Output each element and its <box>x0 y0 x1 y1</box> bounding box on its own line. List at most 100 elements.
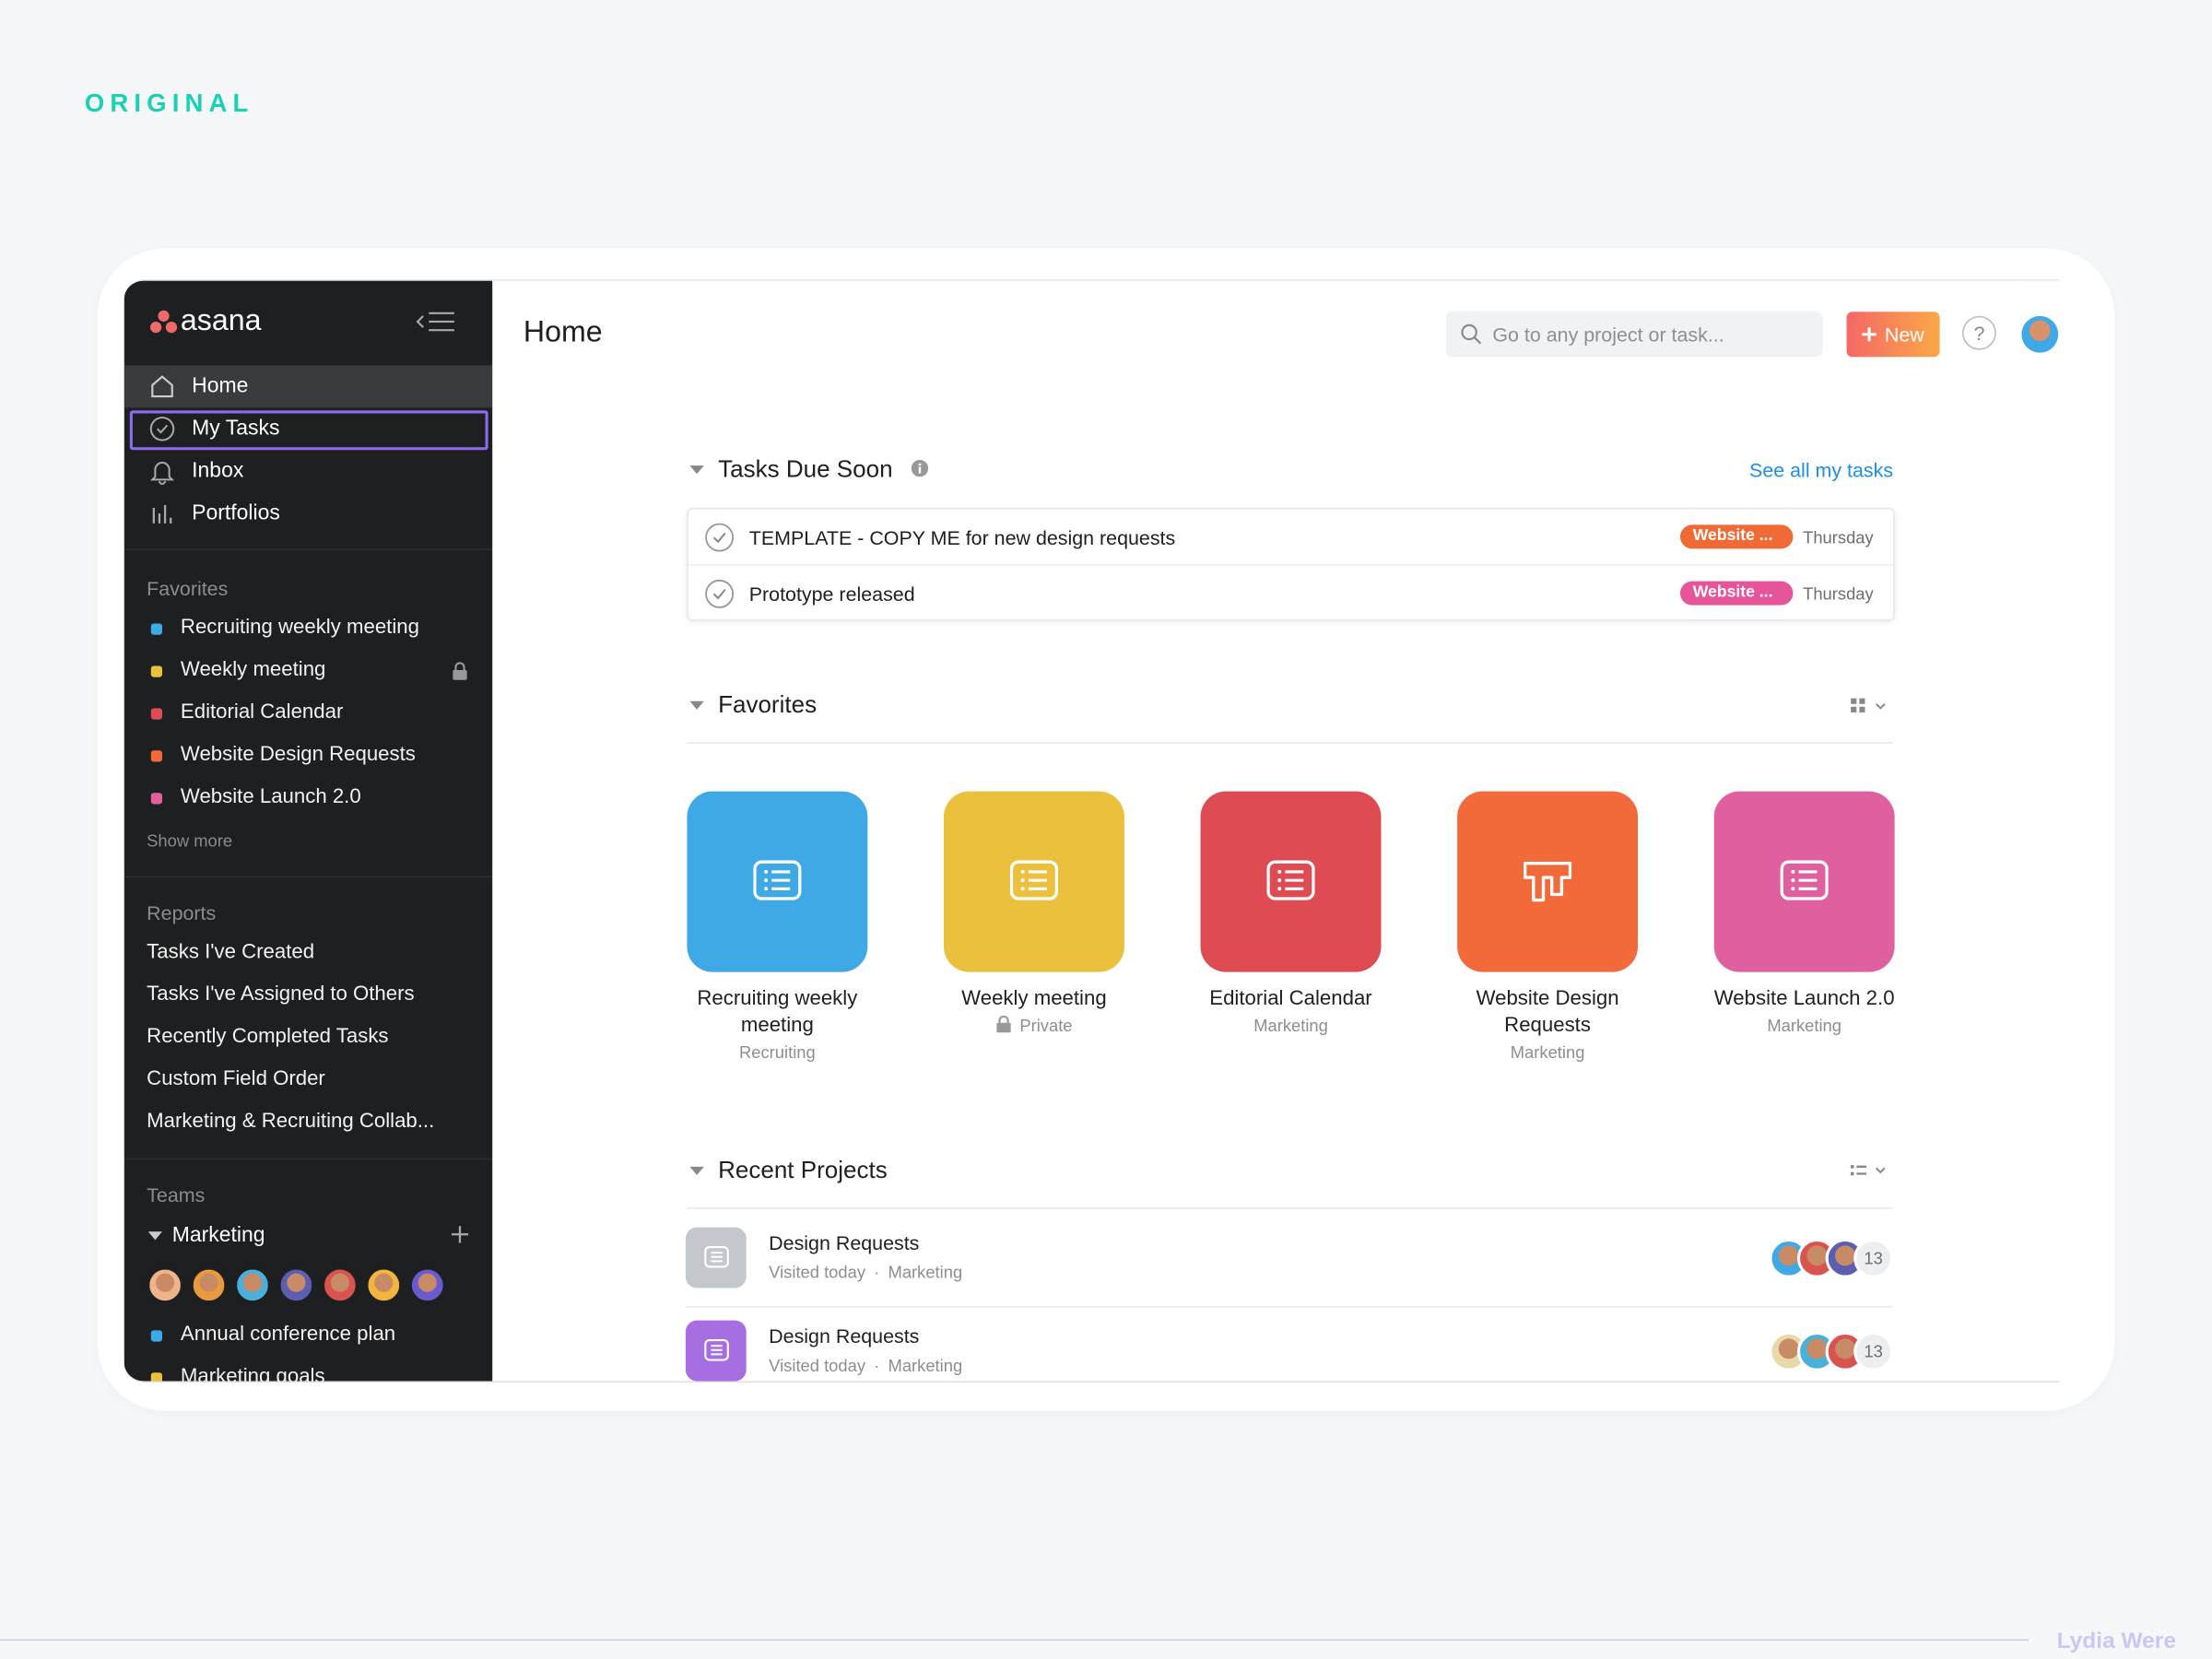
lock-icon <box>453 662 467 680</box>
help-button[interactable]: ? <box>1962 315 1996 350</box>
task-list: TEMPLATE - COPY ME for new design reques… <box>687 508 1895 621</box>
member-avatar[interactable] <box>365 1266 403 1304</box>
see-all-link[interactable]: See all my tasks <box>1749 458 1894 481</box>
new-button-label: New <box>1884 323 1924 346</box>
tile-caption: Editorial Calendar Marketing <box>1171 986 1410 1036</box>
view-toggle-part <box>1859 698 1865 704</box>
report-item[interactable]: Tasks I've Assigned to Others <box>147 982 415 1006</box>
team-project[interactable]: Annual conference plan <box>180 1323 396 1347</box>
nav-icon <box>149 462 175 485</box>
member-avatar[interactable] <box>234 1266 271 1304</box>
view-toggle-part <box>1876 703 1886 710</box>
tile-team: Marketing <box>1510 1042 1585 1063</box>
tile-caption: Website Launch 2.0 Marketing <box>1685 986 1924 1036</box>
nav-item[interactable]: Inbox <box>192 458 244 483</box>
member-count[interactable]: 13 <box>1853 1331 1894 1371</box>
divider <box>124 876 493 878</box>
tile-team: Recruiting <box>739 1042 816 1063</box>
team-name[interactable]: Marketing <box>171 1223 265 1248</box>
project-row[interactable]: Design Requests Visited today · Marketing 13 <box>685 1320 1894 1382</box>
favorite-item[interactable]: Recruiting weekly meeting <box>180 616 419 640</box>
page-label: ORIGINAL <box>84 88 254 118</box>
show-more[interactable]: Show more <box>147 830 233 851</box>
tile-team: Marketing <box>1253 1016 1328 1036</box>
nav-item[interactable]: Portfolios <box>192 500 280 525</box>
nav-item[interactable]: Home <box>192 373 249 398</box>
report-item[interactable]: Recently Completed Tasks <box>147 1025 389 1049</box>
collapse-triangle <box>689 1166 704 1175</box>
project-icon-part <box>1791 878 1795 883</box>
separator: · <box>874 1262 880 1283</box>
new-button[interactable]: New <box>1846 312 1940 358</box>
member-avatar[interactable] <box>190 1266 228 1304</box>
view-toggle <box>1850 1164 1886 1176</box>
member-avatar[interactable] <box>147 1266 183 1304</box>
project-icon-part <box>1524 862 1572 902</box>
task-row[interactable]: TEMPLATE - COPY ME for new design reques… <box>688 510 1893 565</box>
project-icon-part <box>1266 860 1315 900</box>
project-tile[interactable] <box>1713 791 1895 972</box>
project-tile[interactable] <box>687 791 868 972</box>
project-icon-part <box>711 1252 723 1263</box>
project-tile[interactable] <box>1457 791 1639 972</box>
view-toggle-part <box>1851 706 1857 712</box>
task-due: Thursday <box>1803 583 1874 605</box>
page-title: Home <box>523 315 603 349</box>
view-toggle-part <box>1850 1164 1854 1169</box>
collapse-button[interactable] <box>415 309 457 335</box>
report-item[interactable]: Marketing & Recruiting Collab... <box>147 1110 435 1134</box>
member-avatar[interactable] <box>277 1266 315 1304</box>
collapse-triangle <box>147 1231 163 1241</box>
logo-text[interactable]: asana <box>180 304 262 337</box>
project-row[interactable]: Design Requests Visited today · Marketing 13 <box>685 1227 1894 1308</box>
project-icon-part <box>1780 860 1829 900</box>
project-icon-part <box>1009 860 1058 900</box>
task-row[interactable]: Prototype released Website ... Thursday <box>688 564 1894 620</box>
project-dot <box>150 665 163 677</box>
favorite-item[interactable]: Website Launch 2.0 <box>180 785 361 809</box>
project-icon-part <box>1277 878 1282 883</box>
view-toggle-part <box>1850 1171 1854 1176</box>
project-icon-part <box>753 860 802 900</box>
nav-icon <box>149 417 175 441</box>
favorite-item[interactable]: Website Design Requests <box>180 743 416 767</box>
project-dot <box>150 793 163 805</box>
view-toggle-part <box>1859 706 1865 712</box>
view-toggle-part <box>1876 1167 1886 1174</box>
project-tile[interactable] <box>1200 791 1382 972</box>
add-icon-part <box>451 1226 469 1243</box>
member-avatar[interactable] <box>408 1266 446 1304</box>
section-title: Tasks Due Soon <box>718 455 893 483</box>
tile-team: Marketing <box>1767 1016 1841 1036</box>
member-avatar[interactable] <box>321 1266 359 1304</box>
search-box[interactable]: Go to any project or task... <box>1445 312 1823 358</box>
lock-icon <box>996 1015 1011 1033</box>
nav-item[interactable]: My Tasks <box>192 416 280 441</box>
view-toggle <box>1851 698 1886 712</box>
lock-icon-part <box>453 670 467 680</box>
lock-icon-part <box>454 662 465 671</box>
member-count[interactable]: 13 <box>1853 1238 1894 1278</box>
task-check <box>705 523 735 552</box>
team-project[interactable]: Marketing goals <box>180 1365 325 1382</box>
project-dot <box>150 1372 163 1382</box>
task-tag: Website ... <box>1679 524 1794 549</box>
favorite-item[interactable]: Weekly meeting <box>180 658 326 682</box>
project-name: Design Requests <box>769 1324 920 1347</box>
user-avatar[interactable] <box>2021 315 2059 353</box>
task-check-part <box>705 579 735 608</box>
project-icon <box>1524 862 1572 902</box>
task-check-part <box>712 589 726 600</box>
report-item[interactable]: Custom Field Order <box>147 1067 325 1091</box>
favorite-item[interactable]: Editorial Calendar <box>180 700 344 724</box>
report-item[interactable]: Tasks I've Created <box>147 940 315 964</box>
project-tile[interactable] <box>943 791 1124 972</box>
nav-focus-ring <box>129 410 488 451</box>
tile-caption: Website Design Requests Marketing <box>1428 986 1667 1063</box>
project-dot <box>150 623 163 635</box>
project-icon-part <box>1020 878 1025 883</box>
task-due: Thursday <box>1803 527 1874 547</box>
tile-name: Editorial Calendar <box>1209 987 1372 1010</box>
task-name: TEMPLATE - COPY ME for new design reques… <box>748 525 1176 549</box>
logo-mark <box>150 310 178 334</box>
